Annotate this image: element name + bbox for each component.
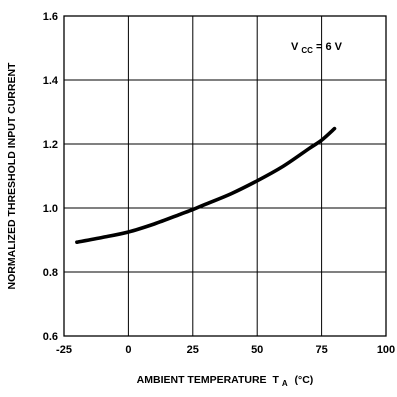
y-axis-title: NORMALIZED THRESHOLD INPUT CURRENT	[6, 62, 18, 289]
series-layer	[75, 126, 337, 244]
y-tick-label: 1.2	[43, 139, 58, 151]
x-axis-title-text: AMBIENT TEMPERATURE	[137, 374, 267, 386]
x-axis-subscript: A	[282, 379, 288, 388]
x-axis-title: AMBIENT TEMPERATURE T A (°C)	[137, 374, 314, 389]
x-tick-label: 0	[125, 344, 131, 356]
x-tick-label: 50	[251, 344, 263, 356]
annotation-subscript: CC	[301, 46, 313, 55]
x-axis-unit: (°C)	[295, 374, 314, 386]
x-tick-label: 100	[377, 344, 395, 356]
y-tick-label: 0.6	[43, 331, 58, 343]
x-tick-label: 75	[315, 344, 327, 356]
y-tick-label: 1.6	[43, 11, 58, 23]
x-tick-label: -25	[56, 344, 72, 356]
y-tick-label: 1.4	[43, 75, 59, 87]
annotation-prefix: V	[291, 41, 299, 53]
y-tick-label: 1.0	[43, 203, 58, 215]
x-tick-labels: -25 0 25 50 75 100	[56, 344, 395, 356]
annotation-value: = 6 V	[316, 41, 343, 53]
plot-frame	[63, 15, 387, 337]
series-line-0	[75, 126, 337, 244]
x-tick-label: 25	[187, 344, 199, 356]
vcc-annotation: V CC = 6 V	[291, 41, 343, 56]
y-tick-label: 0.8	[43, 267, 58, 279]
y-tick-labels: 0.6 0.8 1.0 1.2 1.4 1.6	[43, 11, 59, 343]
grid-lines	[64, 16, 386, 336]
x-axis-symbol: T	[272, 374, 279, 386]
